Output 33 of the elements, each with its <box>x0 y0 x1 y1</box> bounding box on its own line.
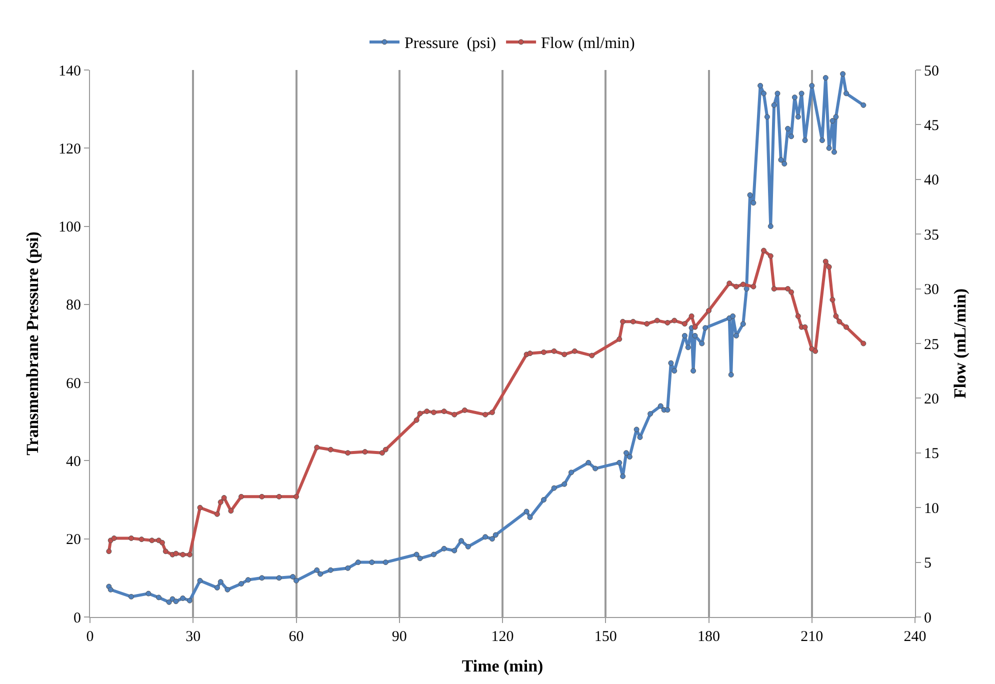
y2-tick-label: 45 <box>924 118 939 134</box>
y-tick-label: 0 <box>74 610 81 626</box>
x-tick-label: 120 <box>491 629 514 645</box>
y-tick-label: 120 <box>58 141 81 158</box>
x-tick-label: 60 <box>288 629 304 645</box>
y-tick-label: 100 <box>58 220 81 236</box>
y2-tick-label: 20 <box>924 391 939 408</box>
y-tick-label: 140 <box>58 63 81 80</box>
y2-axis-title: Flow (mL/min) <box>950 288 970 399</box>
x-tick-label: 90 <box>392 629 407 645</box>
y2-tick-label: 30 <box>924 282 939 298</box>
x-axis-title: Time (min) <box>462 656 544 676</box>
x-tick-label: 240 <box>904 629 926 645</box>
x-tick-label: 210 <box>800 629 824 645</box>
y-tick-label: 20 <box>66 532 81 548</box>
y2-tick-label: 50 <box>924 63 939 80</box>
x-tick-label: 150 <box>594 629 617 645</box>
x-tick-label: 180 <box>698 629 720 645</box>
y-tick-label: 60 <box>66 376 81 392</box>
x-tick-label: 30 <box>186 629 201 645</box>
y2-tick-label: 25 <box>924 336 939 353</box>
y2-tick-label: 10 <box>924 500 939 517</box>
legend-label: Flow (ml/min) <box>541 35 635 52</box>
x-tick-label: 0 <box>86 629 94 645</box>
legend-label: Pressure (psi) <box>404 35 496 52</box>
y2-tick-label: 5 <box>924 556 932 572</box>
y-tick-label: 80 <box>66 298 81 314</box>
y-tick-label: 40 <box>66 454 81 470</box>
y2-tick-label: 0 <box>924 610 932 626</box>
y2-tick-label: 40 <box>924 172 939 189</box>
y2-tick-label: 35 <box>924 227 939 244</box>
y-axis-title: Transmembrane Pressure (psi) <box>23 232 42 456</box>
y2-tick-label: 15 <box>924 446 939 462</box>
